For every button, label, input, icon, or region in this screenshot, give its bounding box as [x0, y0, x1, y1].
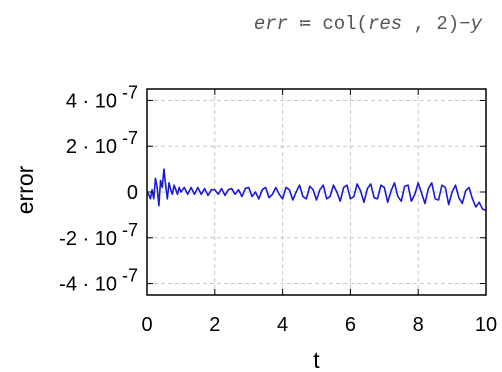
formula-comma: ,: [413, 13, 425, 35]
x-tick-label: 6: [345, 314, 356, 336]
series-group: [146, 168, 487, 212]
formula: err ≔ col(res , 2)−y: [0, 12, 482, 35]
formula-arg2: 2: [436, 13, 448, 35]
y-tick-label: -2 · 10 -7: [59, 220, 138, 250]
x-tick-label: 10: [475, 314, 497, 336]
formula-close-paren: ): [447, 13, 460, 35]
x-tick-labels: 0 2 4 6 8 10: [141, 314, 497, 336]
y-axis-title: error: [12, 165, 38, 214]
formula-func: col: [322, 13, 357, 35]
y-tick-label: 0: [127, 182, 138, 204]
x-tick-label: 0: [141, 314, 152, 336]
y-tick-label: 2 · 10 -7: [66, 128, 138, 158]
y-tick-label: -4 · 10 -7: [59, 266, 138, 296]
formula-minus: −: [459, 13, 471, 35]
y-tick-label: 4 · 10 -7: [66, 82, 138, 112]
formula-lhs: err: [253, 13, 289, 35]
formula-rhs: y: [470, 13, 482, 35]
formula-assign: ≔: [299, 13, 311, 35]
error-series-line: [146, 168, 487, 212]
tick-marks: [146, 89, 487, 295]
formula-arg1: res: [367, 13, 403, 35]
x-tick-label: 8: [413, 314, 424, 336]
grid-lines: [147, 89, 486, 295]
x-tick-label: 4: [277, 314, 288, 336]
formula-open-paren: (: [356, 13, 368, 35]
x-axis-title: t: [313, 347, 320, 372]
x-tick-label: 2: [209, 314, 220, 336]
y-tick-labels: 4 · 10 -7 2 · 10 -7 0 -2 · 10 -7 -4 · 10 -7: [59, 82, 138, 295]
